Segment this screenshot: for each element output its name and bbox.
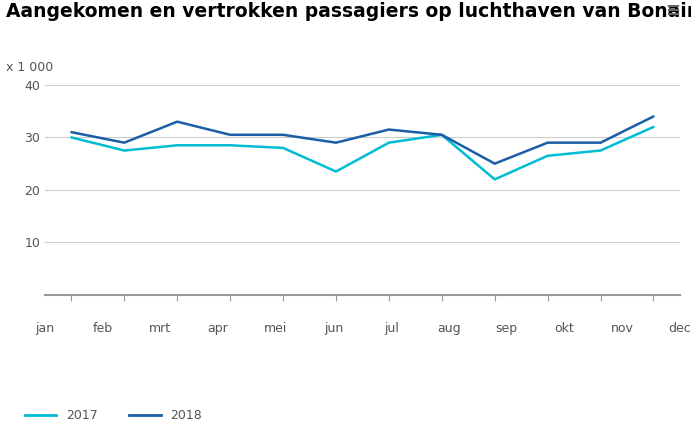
Text: x 1 000: x 1 000 — [6, 61, 53, 74]
Text: nov: nov — [611, 322, 634, 335]
Text: ≡: ≡ — [665, 2, 681, 20]
Text: mrt: mrt — [149, 322, 171, 335]
Text: apr: apr — [208, 322, 229, 335]
Text: dec: dec — [669, 322, 691, 335]
Text: aug: aug — [437, 322, 461, 335]
Text: sep: sep — [495, 322, 518, 335]
Text: mei: mei — [264, 322, 287, 335]
Text: jan: jan — [35, 322, 55, 335]
Text: Aangekomen en vertrokken passagiers op luchthaven van Bonaire: Aangekomen en vertrokken passagiers op l… — [6, 2, 691, 21]
Text: okt: okt — [555, 322, 574, 335]
Text: jul: jul — [384, 322, 399, 335]
Legend: 2017, 2018: 2017, 2018 — [20, 404, 207, 427]
Text: jun: jun — [324, 322, 343, 335]
Text: feb: feb — [93, 322, 113, 335]
